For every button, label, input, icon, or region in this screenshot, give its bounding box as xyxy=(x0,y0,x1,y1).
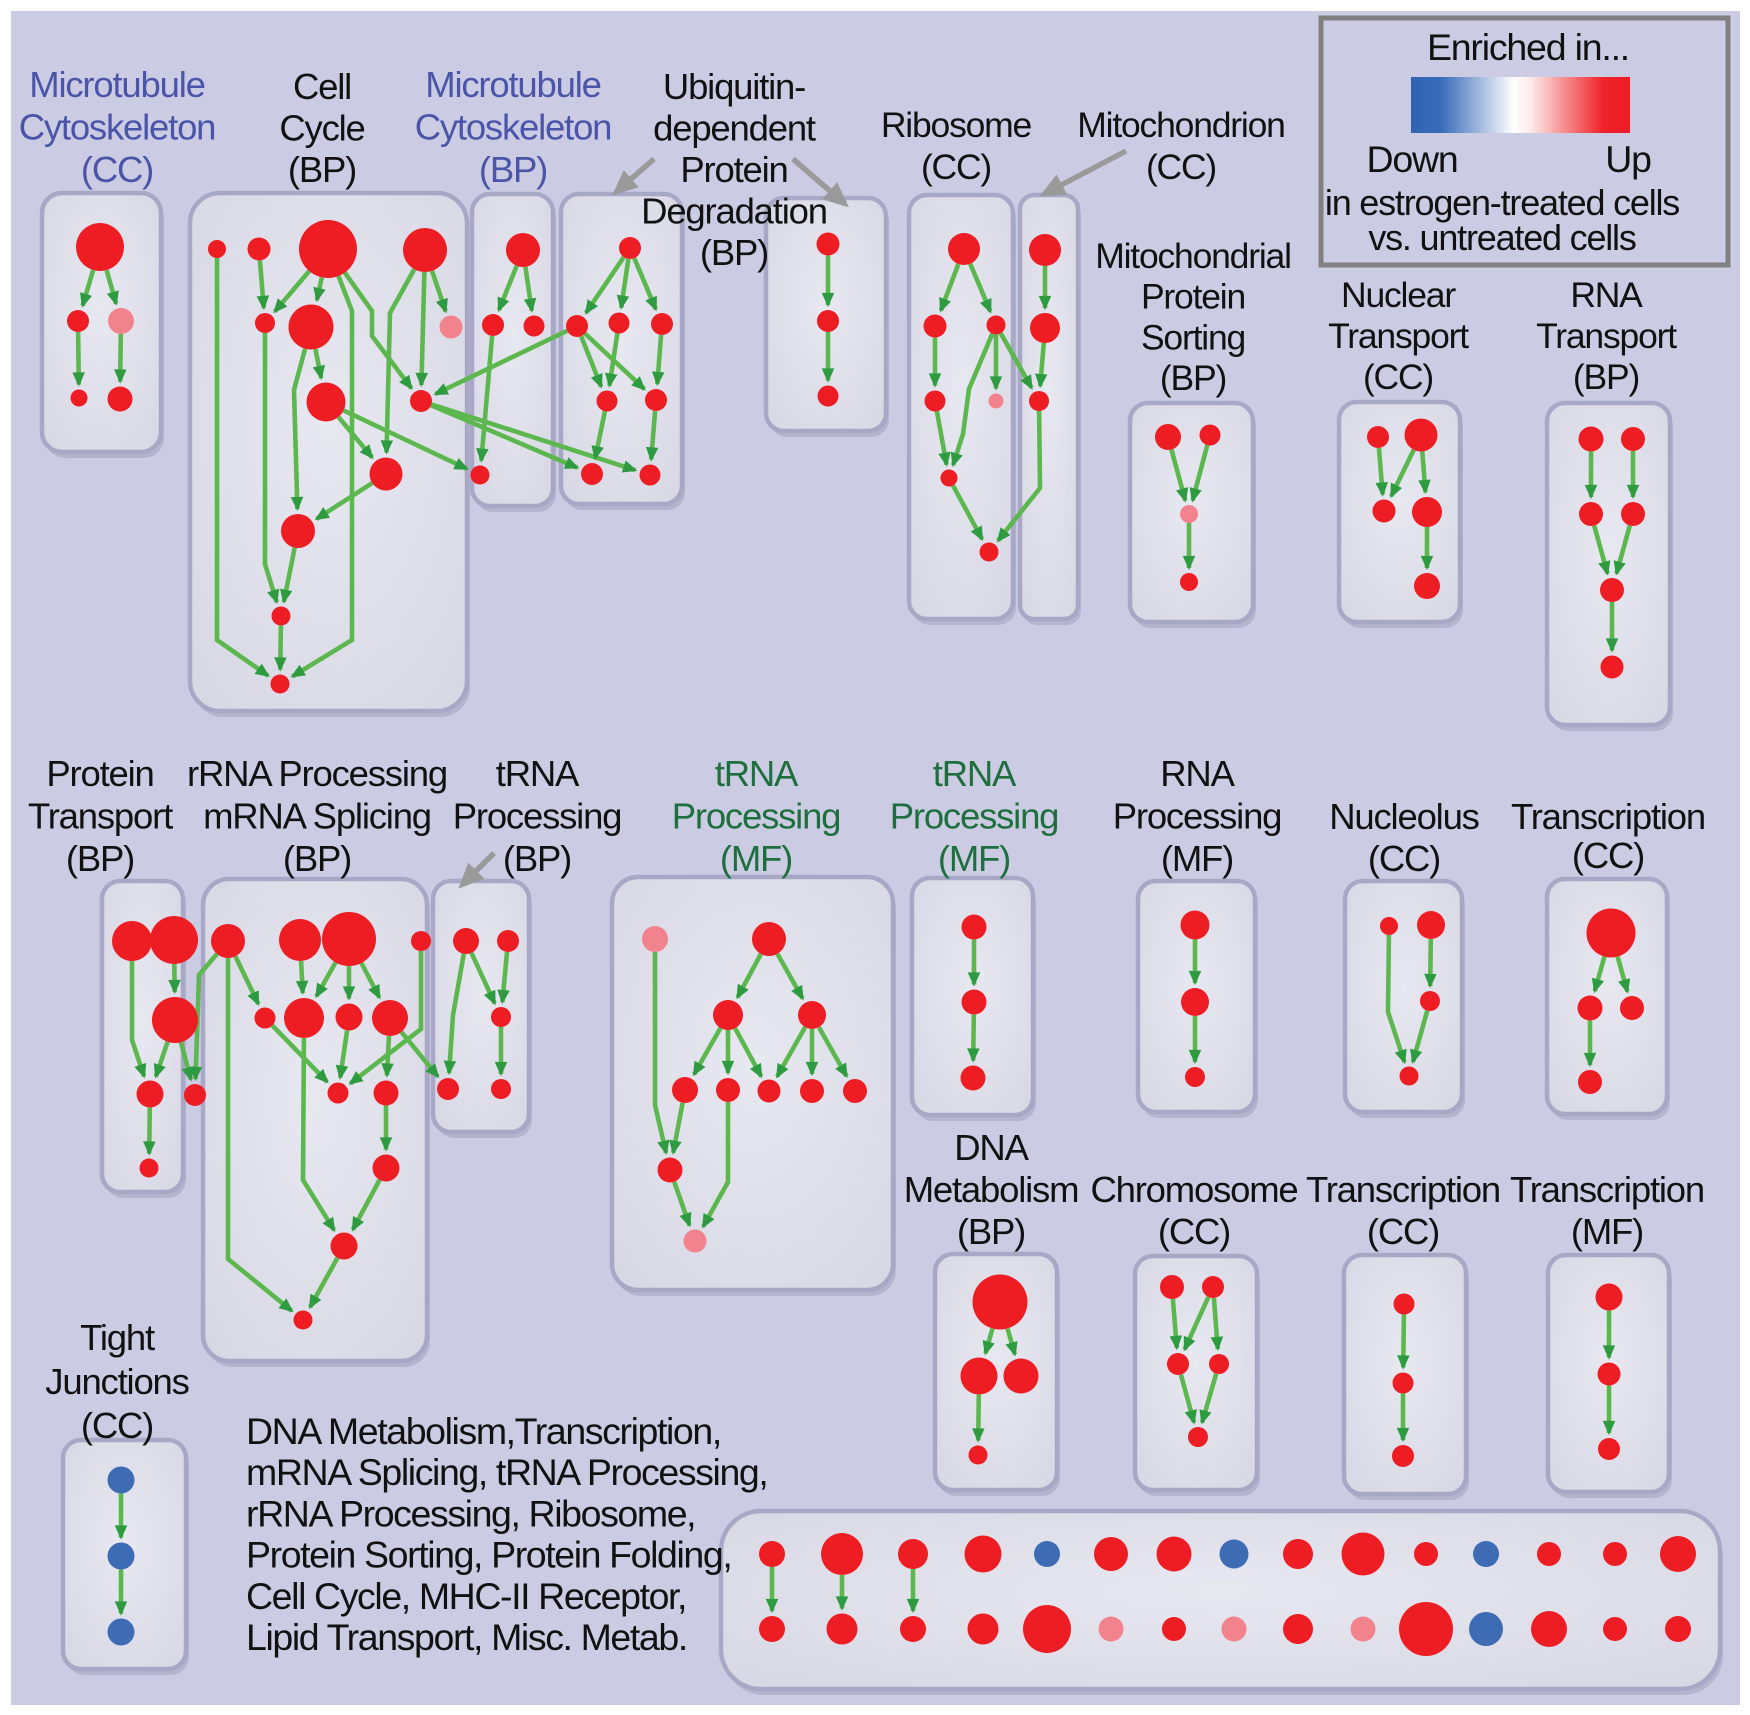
svg-text:(CC): (CC) xyxy=(81,149,153,190)
svg-text:Cell: Cell xyxy=(293,66,351,107)
svg-text:Tight: Tight xyxy=(80,1317,155,1358)
svg-text:(BP): (BP) xyxy=(1573,357,1639,397)
svg-text:(CC): (CC) xyxy=(1158,1211,1230,1252)
svg-text:Processing: Processing xyxy=(890,796,1059,837)
svg-text:in estrogen-treated cells: in estrogen-treated cells xyxy=(1325,182,1679,223)
svg-text:(CC): (CC) xyxy=(921,147,991,187)
svg-text:Degradation: Degradation xyxy=(641,191,827,232)
svg-text:vs. untreated cells: vs. untreated cells xyxy=(1368,217,1636,258)
svg-text:(BP): (BP) xyxy=(957,1211,1025,1252)
svg-text:(CC): (CC) xyxy=(1572,835,1644,876)
svg-text:Mitochondrion: Mitochondrion xyxy=(1077,105,1284,145)
svg-text:Enriched in...: Enriched in... xyxy=(1427,26,1629,68)
svg-text:Microtubule: Microtubule xyxy=(29,64,204,105)
svg-text:(BP): (BP) xyxy=(66,838,134,879)
svg-text:Protein: Protein xyxy=(46,753,153,794)
svg-text:DNA: DNA xyxy=(954,1127,1029,1168)
svg-text:Protein: Protein xyxy=(680,149,787,190)
svg-text:Cytoskeleton: Cytoskeleton xyxy=(415,107,612,148)
svg-text:(MF): (MF) xyxy=(938,838,1010,879)
svg-text:mRNA Splicing: mRNA Splicing xyxy=(203,796,431,837)
svg-text:rRNA Processing, Ribosome,: rRNA Processing, Ribosome, xyxy=(246,1492,695,1534)
svg-text:Transport: Transport xyxy=(1328,316,1469,356)
svg-text:Transcription: Transcription xyxy=(1510,1169,1704,1210)
svg-text:(BP): (BP) xyxy=(283,838,351,879)
svg-text:Down: Down xyxy=(1366,138,1457,180)
svg-text:RNA: RNA xyxy=(1570,275,1643,315)
svg-text:RNA: RNA xyxy=(1160,753,1235,794)
svg-text:Mitochondrial: Mitochondrial xyxy=(1095,236,1291,276)
svg-text:rRNA Processing: rRNA Processing xyxy=(187,753,447,794)
svg-text:Metabolism: Metabolism xyxy=(904,1169,1079,1210)
svg-text:DNA Metabolism,Transcription,: DNA Metabolism,Transcription, xyxy=(246,1410,721,1452)
svg-text:(BP): (BP) xyxy=(1160,358,1226,398)
svg-text:Nuclear: Nuclear xyxy=(1341,275,1456,315)
svg-text:tRNA: tRNA xyxy=(933,753,1017,794)
svg-text:Junctions: Junctions xyxy=(45,1361,188,1402)
svg-text:tRNA: tRNA xyxy=(715,753,799,794)
svg-text:Protein: Protein xyxy=(1141,277,1245,317)
svg-text:(BP): (BP) xyxy=(503,838,571,879)
svg-text:(BP): (BP) xyxy=(700,232,768,273)
svg-text:(BP): (BP) xyxy=(479,149,547,190)
svg-text:(CC): (CC) xyxy=(1146,147,1216,187)
svg-text:Protein Sorting, Protein Foldi: Protein Sorting, Protein Folding, xyxy=(246,1534,731,1576)
svg-text:Transport: Transport xyxy=(28,796,173,837)
svg-text:(CC): (CC) xyxy=(1363,357,1433,397)
svg-text:Chromosome: Chromosome xyxy=(1090,1169,1297,1210)
svg-text:tRNA: tRNA xyxy=(496,753,580,794)
svg-text:Cell Cycle, MHC-II Receptor,: Cell Cycle, MHC-II Receptor, xyxy=(246,1575,686,1617)
svg-text:Microtubule: Microtubule xyxy=(425,64,600,105)
svg-text:Processing: Processing xyxy=(672,796,841,837)
svg-text:(CC): (CC) xyxy=(81,1405,153,1446)
svg-text:Up: Up xyxy=(1605,138,1651,180)
svg-text:mRNA Splicing, tRNA Processing: mRNA Splicing, tRNA Processing, xyxy=(246,1451,767,1493)
svg-text:dependent: dependent xyxy=(653,108,816,149)
svg-text:Processing: Processing xyxy=(453,796,622,837)
svg-text:Cytoskeleton: Cytoskeleton xyxy=(19,107,216,148)
svg-text:Ribosome: Ribosome xyxy=(881,105,1032,145)
svg-text:Transcription: Transcription xyxy=(1306,1169,1500,1210)
svg-text:Cycle: Cycle xyxy=(279,108,364,149)
svg-text:Nucleolus: Nucleolus xyxy=(1329,796,1478,837)
svg-text:(BP): (BP) xyxy=(288,149,356,190)
svg-text:Lipid Transport, Misc. Metab.: Lipid Transport, Misc. Metab. xyxy=(246,1616,687,1658)
svg-text:(CC): (CC) xyxy=(1367,1211,1439,1252)
svg-text:(CC): (CC) xyxy=(1368,838,1440,879)
svg-text:Sorting: Sorting xyxy=(1141,317,1245,357)
svg-text:(MF): (MF) xyxy=(1571,1211,1643,1252)
svg-text:Processing: Processing xyxy=(1113,796,1282,837)
svg-text:Transcription: Transcription xyxy=(1511,796,1705,837)
svg-text:(MF): (MF) xyxy=(720,838,792,879)
svg-text:Transport: Transport xyxy=(1536,316,1677,356)
svg-text:(MF): (MF) xyxy=(1161,838,1233,879)
svg-text:Ubiquitin-: Ubiquitin- xyxy=(663,66,805,107)
